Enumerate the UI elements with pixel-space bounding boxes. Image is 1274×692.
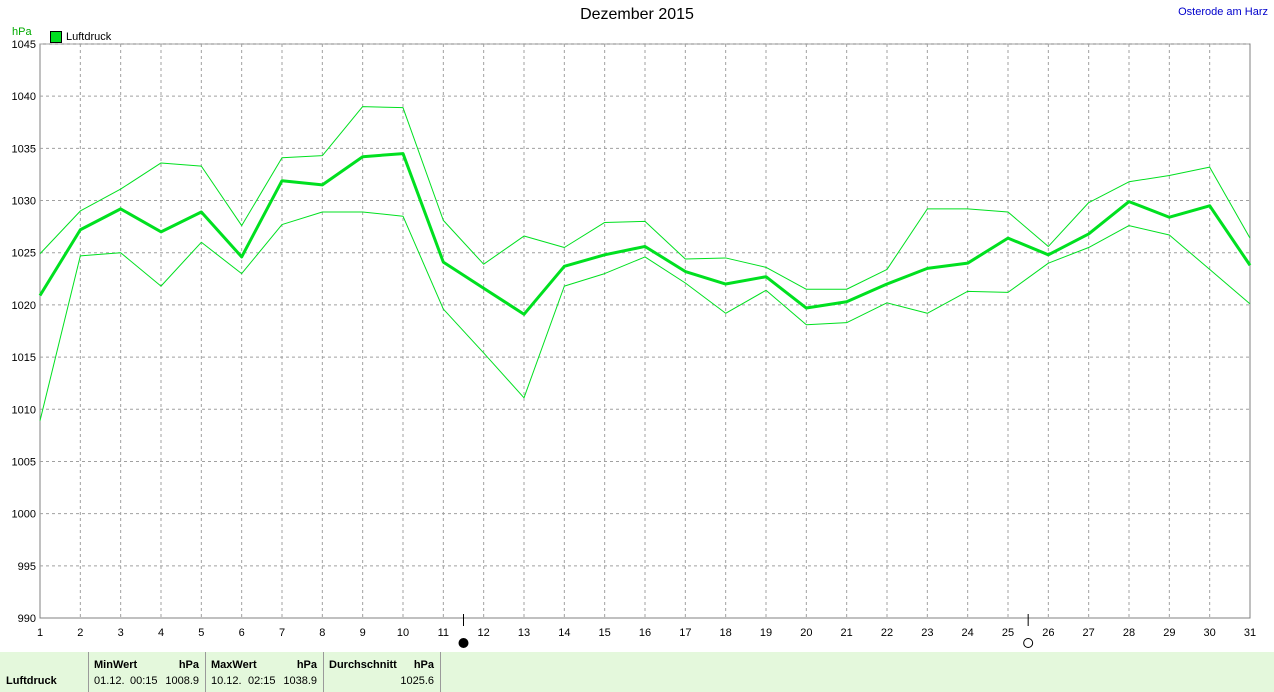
x-tick-label: 20 [800, 627, 812, 639]
full-moon-icon [1023, 638, 1034, 648]
stats-label: Luftdruck [6, 675, 57, 687]
min-date: 01.12. [94, 675, 125, 687]
x-tick-label: 13 [518, 627, 530, 639]
legend: Luftdruck [50, 31, 111, 43]
x-tick-label: 10 [397, 627, 409, 639]
y-tick-label: 1020 [12, 300, 36, 312]
x-tick-label: 4 [158, 627, 164, 639]
plot-frame [39, 43, 1251, 619]
x-tick-label: 18 [720, 627, 732, 639]
y-tick-label: 1000 [12, 509, 36, 521]
x-tick-label: 14 [558, 627, 570, 639]
x-tick-label: 22 [881, 627, 893, 639]
x-tick-label: 19 [760, 627, 772, 639]
stats-label-cell: Luftdruck [0, 652, 89, 692]
x-tick-label: 30 [1204, 627, 1216, 639]
min-value: 1008.9 [165, 675, 199, 687]
max-value: 1038.9 [283, 675, 317, 687]
location-label: Osterode am Harz [1178, 6, 1268, 18]
y-axis-unit: hPa [12, 26, 32, 38]
y-tick-label: 1035 [12, 143, 36, 155]
y-tick-label: 1045 [12, 39, 36, 51]
legend-label: Luftdruck [66, 31, 112, 43]
x-tick-label: 26 [1042, 627, 1054, 639]
y-tick-label: 1040 [12, 91, 36, 103]
y-tick-label: 995 [18, 561, 36, 573]
x-tick-label: 5 [198, 627, 204, 639]
min-unit: hPa [178, 659, 199, 671]
x-tick-label: 28 [1123, 627, 1135, 639]
stats-avg-cell: Durchschnitt hPa 1025.6 [323, 652, 441, 692]
y-tick-label: 1005 [12, 456, 36, 468]
y-tick-label: 1015 [12, 352, 36, 364]
x-tick-label: 24 [962, 627, 974, 639]
max-unit: hPa [296, 659, 317, 671]
stats-min-cell: MinWert hPa 01.12. 00:15 1008.9 [88, 652, 206, 692]
x-tick-label: 3 [118, 627, 124, 639]
chart-area: 9909951000100510101015102010251030103510… [12, 39, 1256, 648]
x-tick-label: 6 [239, 627, 245, 639]
y-tick-label: 990 [18, 613, 36, 625]
x-tick-label: 23 [921, 627, 933, 639]
series-line-max [39, 106, 1251, 290]
x-tick-label: 16 [639, 627, 651, 639]
x-tick-label: 1 [37, 627, 43, 639]
legend-swatch [50, 31, 62, 43]
avg-value: 1025.6 [400, 675, 434, 687]
x-tick-label: 12 [478, 627, 490, 639]
x-tick-label: 8 [319, 627, 325, 639]
x-tick-label: 25 [1002, 627, 1014, 639]
x-tick-label: 29 [1163, 627, 1175, 639]
min-time: 00:15 [130, 675, 158, 687]
stats-max-cell: MaxWert hPa 10.12. 02:15 1038.9 [205, 652, 324, 692]
max-header: MaxWert [211, 659, 257, 671]
avg-unit: hPa [413, 659, 434, 671]
series-line-mean [38, 152, 1252, 316]
series-line-min [39, 211, 1251, 421]
x-tick-label: 27 [1083, 627, 1095, 639]
max-time: 02:15 [248, 675, 276, 687]
y-tick-label: 1030 [12, 196, 36, 208]
new-moon-icon [458, 638, 469, 648]
x-tick-label: 11 [438, 627, 449, 639]
max-date: 10.12. [211, 675, 242, 687]
x-tick-label: 15 [599, 627, 611, 639]
x-tick-label: 21 [841, 627, 853, 639]
x-tick-label: 2 [77, 627, 83, 639]
y-tick-label: 1025 [12, 248, 36, 260]
x-tick-label: 31 [1244, 627, 1256, 639]
stats-bar: Luftdruck MinWert hPa 01.12. 00:15 1008.… [0, 652, 1274, 692]
x-tick-label: 17 [679, 627, 691, 639]
x-tick-label: 9 [360, 627, 366, 639]
x-tick-label: 7 [279, 627, 285, 639]
y-tick-label: 1010 [12, 404, 36, 416]
chart-title: Dezember 2015 [580, 6, 694, 23]
avg-header: Durchschnitt [329, 659, 397, 671]
min-header: MinWert [94, 659, 138, 671]
